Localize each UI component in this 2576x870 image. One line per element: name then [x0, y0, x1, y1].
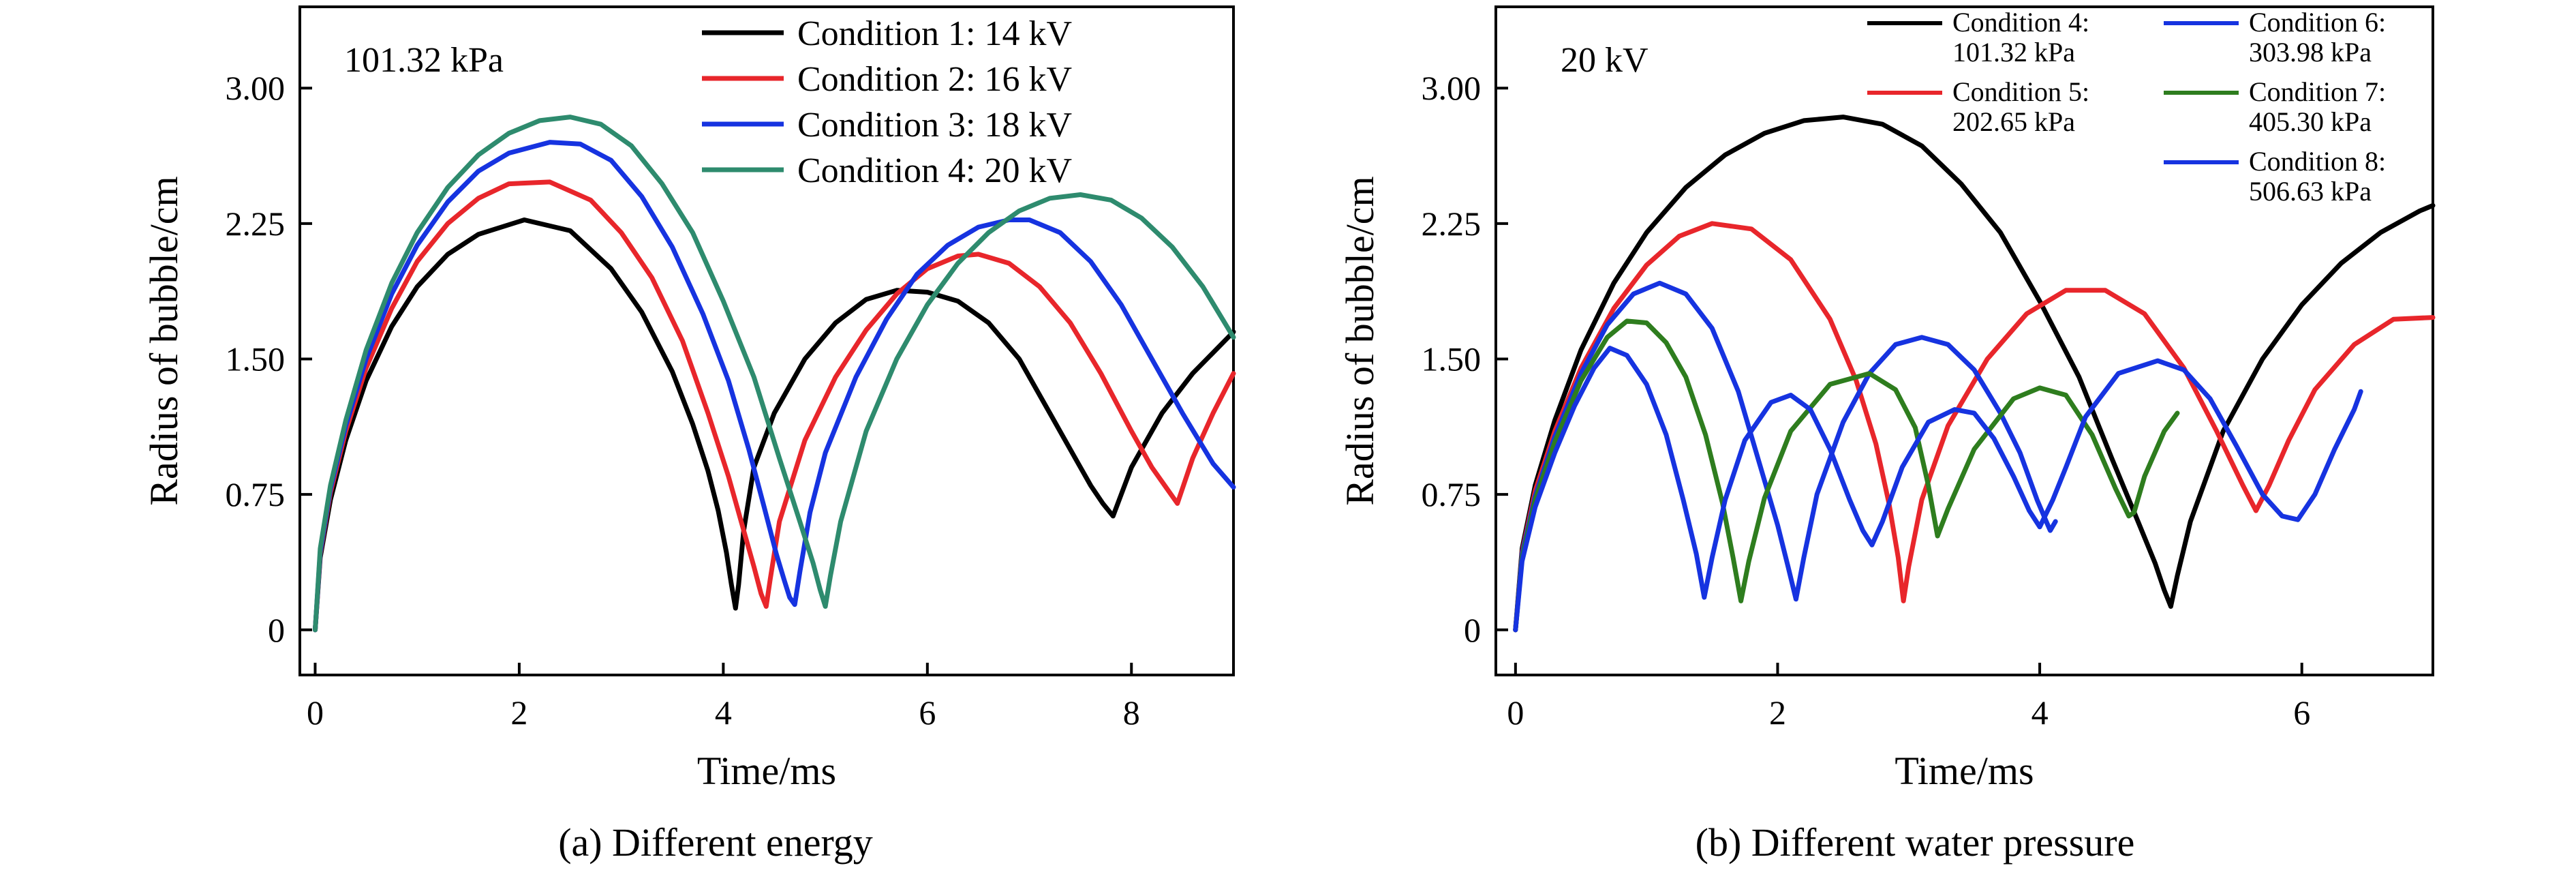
legend-label: Condition 8: [2249, 146, 2386, 177]
series-line-5 [1513, 346, 2363, 633]
legend-label: Condition 3: 18 kV [797, 106, 1072, 145]
y-tick-label: 3.00 [226, 69, 286, 107]
y-tick-label: 1.50 [226, 340, 286, 378]
legend-label: Condition 6: [2249, 7, 2386, 38]
y-tick-label: 0.75 [1422, 475, 1482, 513]
x-tick-label: 2 [1769, 693, 1786, 732]
x-tick-label: 6 [919, 693, 936, 732]
plot-frame [1494, 5, 2434, 676]
caption-b: (b) Different water pressure [1696, 820, 2135, 865]
series-line-2 [1513, 221, 2436, 633]
y-tick-label: 0 [1464, 611, 1481, 649]
y-axis-title: Radius of bubble/cm [1338, 176, 1382, 505]
series-line-1 [1513, 115, 2436, 633]
legend-label: 506.63 kPa [2249, 176, 2372, 207]
legend-label: Condition 1: 14 kV [797, 14, 1072, 53]
y-tick-label: 3.00 [1422, 69, 1482, 107]
series-line-3 [1513, 280, 2058, 633]
y-tick-label: 0.75 [226, 475, 286, 513]
series-line-1 [313, 217, 1236, 633]
chart-annotation: 101.32 kPa [344, 41, 504, 80]
legend-label: 202.65 kPa [1952, 106, 2075, 137]
caption-a: (a) Different energy [558, 820, 873, 865]
y-tick-label: 0 [268, 611, 285, 649]
legend-label: Condition 2: 16 kV [797, 60, 1072, 99]
chart-annotation: 20 kV [1561, 41, 1649, 80]
y-axis-title: Radius of bubble/cm [142, 176, 186, 505]
x-tick-label: 0 [1507, 693, 1524, 732]
x-tick-label: 4 [2031, 693, 2049, 732]
legend-label: Condition 5: [1952, 76, 2089, 107]
legend-label: 303.98 kPa [2249, 37, 2372, 68]
x-axis-title: Time/ms [1895, 749, 2034, 793]
x-tick-label: 8 [1123, 693, 1140, 732]
legend-label: Condition 4: [1952, 7, 2089, 38]
series-line-3 [313, 140, 1236, 633]
chart-a: 0 2 4 6 8 0 0.75 1.50 2.25 3.00 Time/ms Radius of b… [142, 5, 1236, 793]
legend-label: Condition 7: [2249, 76, 2386, 107]
x-tick-label: 6 [2293, 693, 2310, 732]
x-tick-label: 2 [510, 693, 527, 732]
series-line-4 [313, 115, 1236, 633]
legend-label: 101.32 kPa [1952, 37, 2075, 68]
x-tick-label: 0 [307, 693, 324, 732]
x-tick-label: 4 [715, 693, 732, 732]
plot-frame [298, 5, 1235, 676]
series-line-4 [1513, 318, 2180, 633]
legend-label: Condition 4: 20 kV [797, 151, 1072, 190]
chart-b: 0 2 4 6 0 0.75 1.50 2.25 3.00 Time/ms Radius of bu… [1338, 5, 2436, 793]
y-tick-label: 2.25 [1422, 205, 1482, 243]
legend-label: 405.30 kPa [2249, 106, 2372, 137]
y-tick-label: 1.50 [1422, 340, 1482, 378]
x-axis-title: Time/ms [697, 749, 836, 793]
y-tick-label: 2.25 [226, 205, 286, 243]
series-line-2 [313, 179, 1236, 633]
